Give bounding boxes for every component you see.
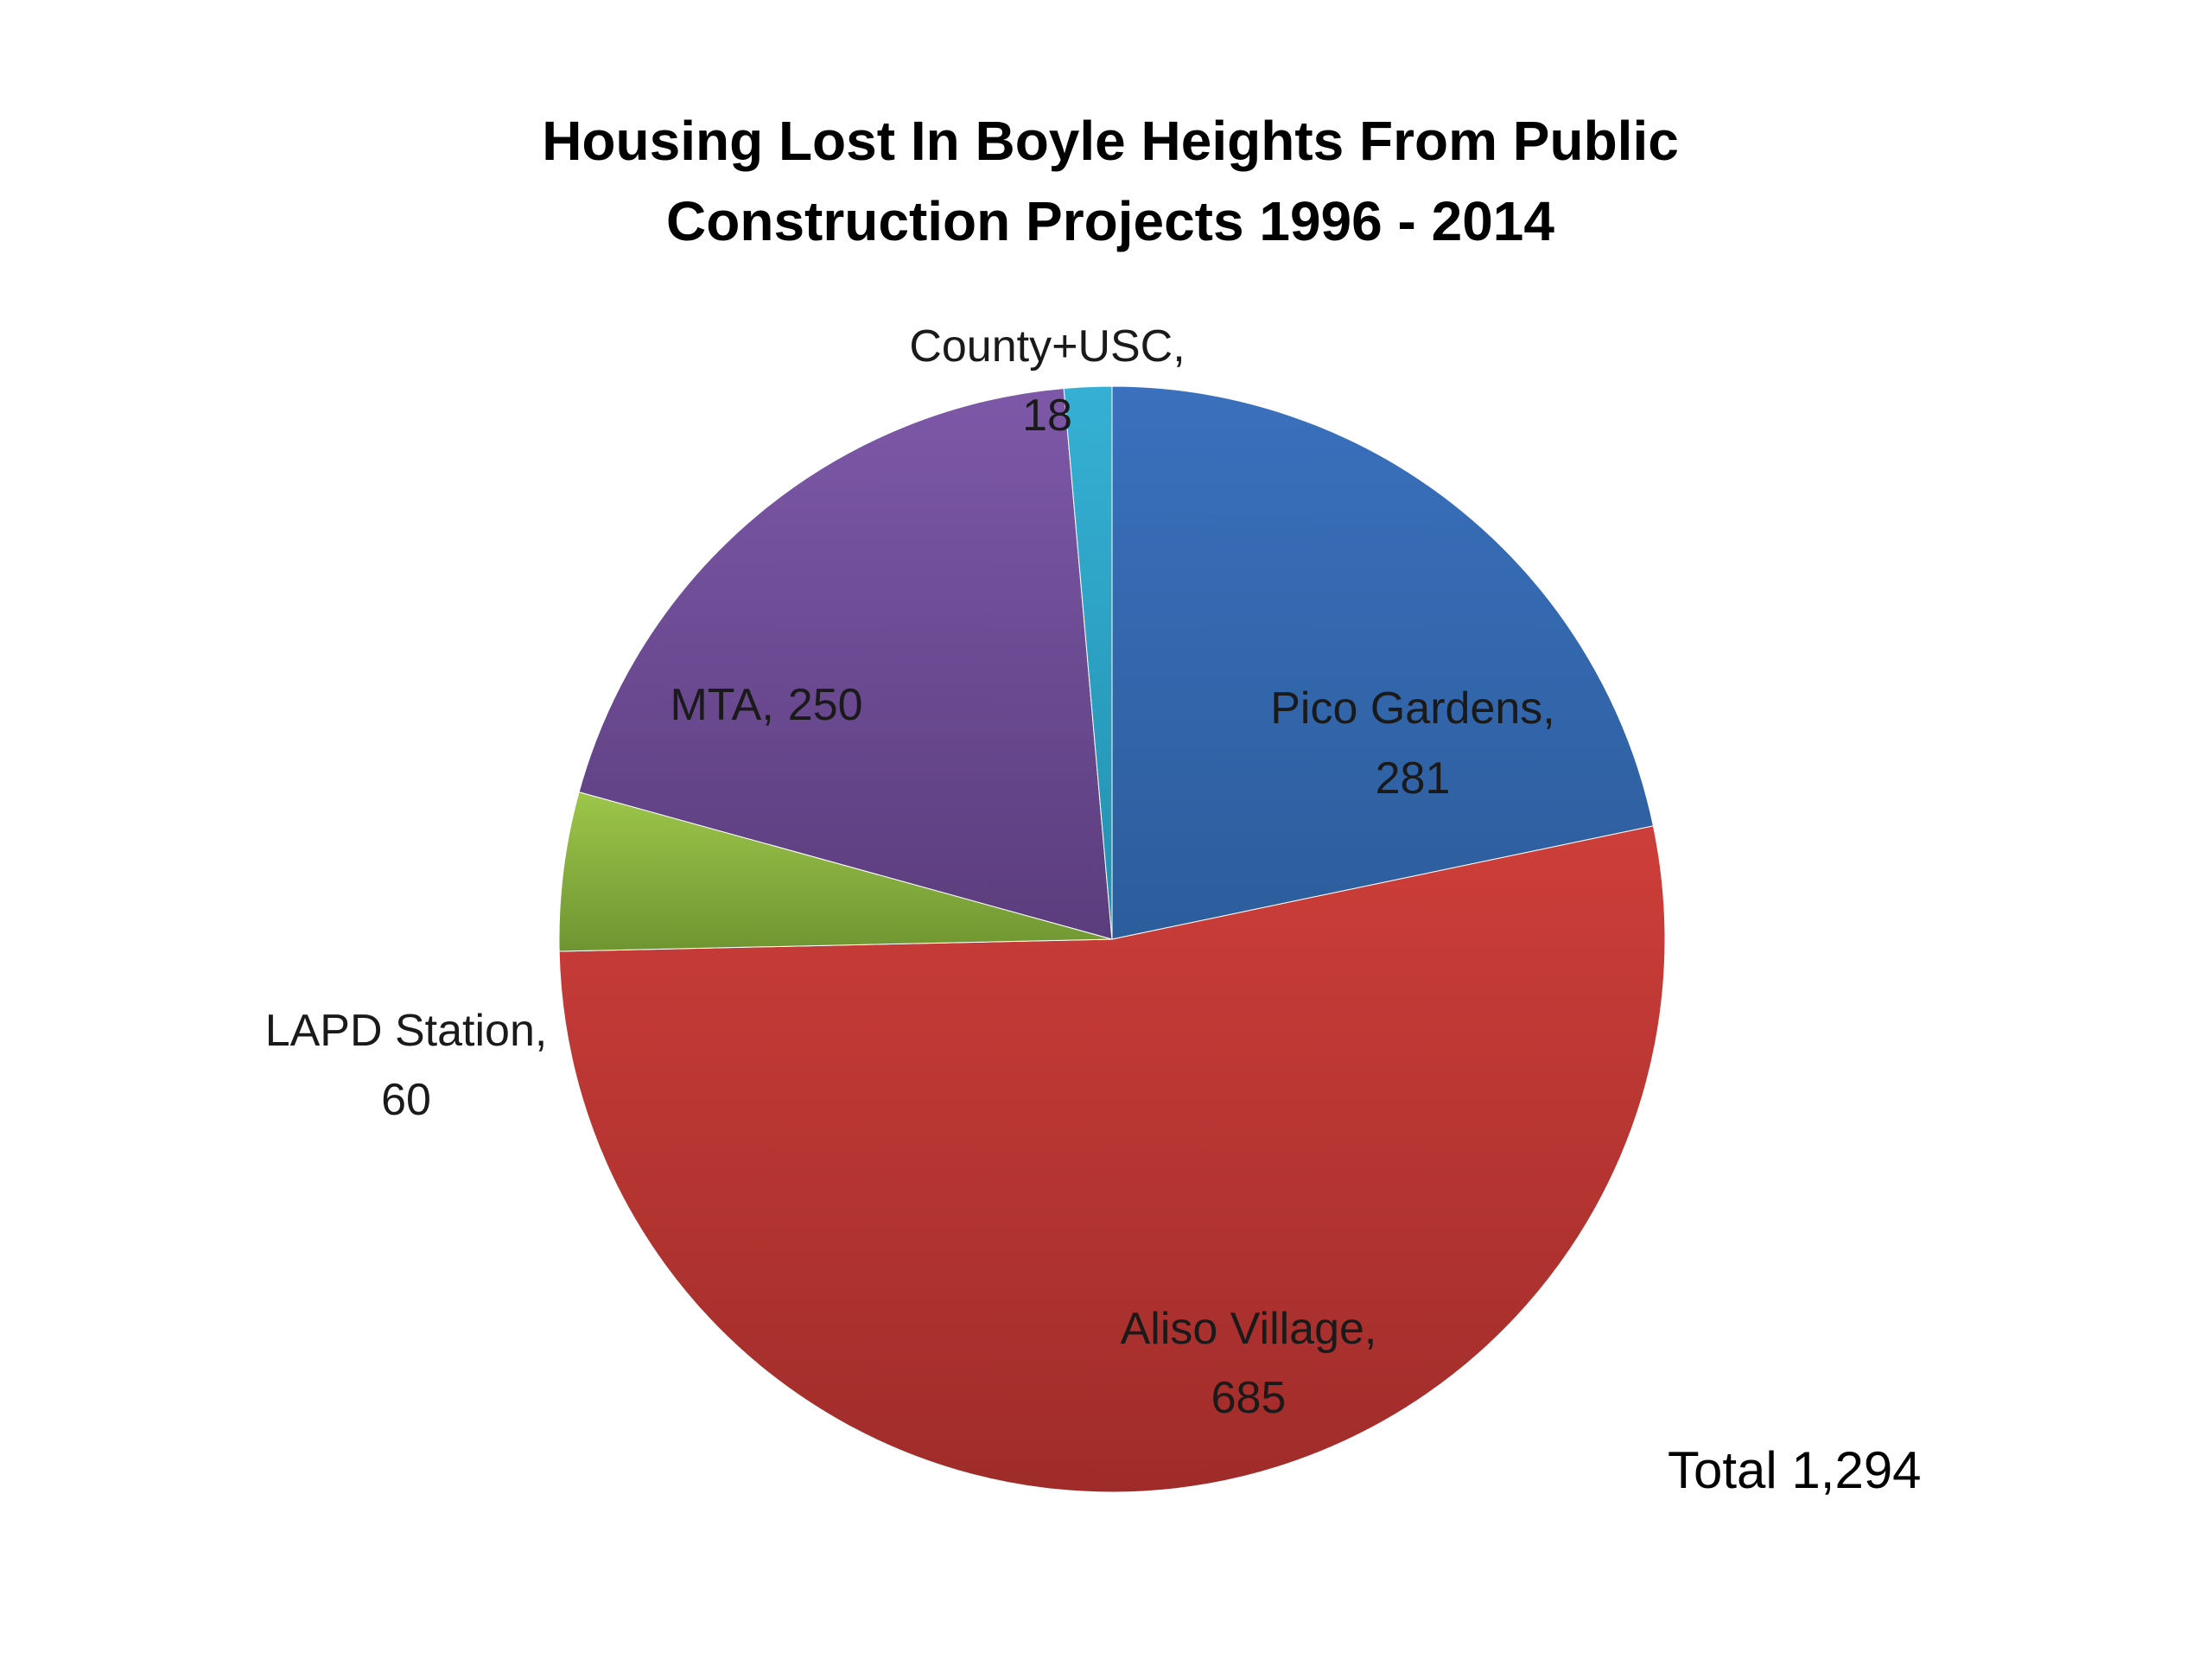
pie-slice-aliso-village: [558, 825, 1666, 1493]
total-annotation: Total 1,294: [1668, 1441, 1922, 1499]
slice-label-mta: MTA, 250: [670, 680, 862, 730]
slice-value-mta: 250: [788, 680, 863, 730]
slice-label-mta-name: MTA,: [670, 680, 773, 730]
slice-label-lapd-station: LAPD Station,: [265, 1006, 548, 1056]
pie-slice-pico-gardens: [1111, 385, 1655, 940]
slice-value-lapd-station: 60: [381, 1075, 431, 1125]
pie-slices: [558, 385, 1666, 1493]
slice-label-pico-gardens: Pico Gardens,: [1270, 683, 1555, 734]
chart-title-line-2: Construction Projects 1996 - 2014: [666, 190, 1554, 252]
slice-value-county-usc: 18: [1022, 391, 1072, 441]
pie-slice-mta: [578, 387, 1113, 940]
slice-value-pico-gardens: 281: [1376, 753, 1451, 804]
pie-slice-county-usc: [1063, 385, 1113, 940]
slice-label-county-usc: County+USC,: [909, 321, 1185, 372]
pie-slice-lapd-station: [558, 791, 1113, 952]
chart-title-line-1: Housing Lost In Boyle Heights From Publi…: [542, 110, 1679, 172]
slice-label-aliso-village: Aliso Village,: [1121, 1304, 1377, 1354]
slice-value-aliso-village: 685: [1211, 1373, 1287, 1423]
